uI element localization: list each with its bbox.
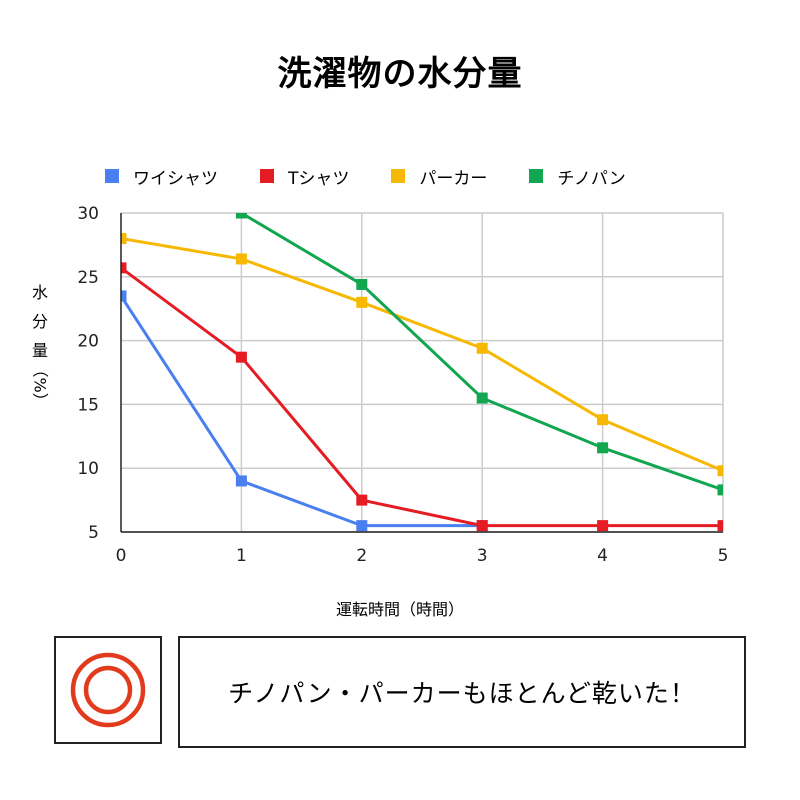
data-point xyxy=(476,392,488,404)
data-point xyxy=(235,475,247,487)
legend-label: パーカー xyxy=(419,168,488,189)
comment-box: チノパン・パーカーもほとんど乾いた！ xyxy=(178,636,746,748)
series-line-3 xyxy=(236,213,723,492)
data-point xyxy=(597,414,609,426)
legend-item-chinos: チノパン xyxy=(529,164,626,189)
data-point xyxy=(121,262,127,274)
series-line-1 xyxy=(121,266,723,528)
x-tick-label: 0 xyxy=(116,546,127,566)
y-tick-label: 20 xyxy=(77,332,99,352)
x-tick-label: 2 xyxy=(356,546,367,566)
legend-swatch xyxy=(260,169,274,183)
legend-item-tshirt: Tシャツ xyxy=(260,164,349,189)
legend-item-hoodie: パーカー xyxy=(391,164,487,189)
data-point xyxy=(235,351,247,363)
legend-label: チノパン xyxy=(557,168,626,189)
data-point xyxy=(717,484,723,496)
legend-swatch xyxy=(529,169,544,183)
y-tick-label: 10 xyxy=(77,459,99,479)
data-point xyxy=(116,169,127,180)
x-tick-label: 1 xyxy=(236,546,247,566)
legend-label: ワイシャツ xyxy=(133,168,218,189)
data-point xyxy=(597,520,609,532)
series-line-2 xyxy=(121,237,723,473)
comment-text: チノパン・パーカーもほとんど乾いた！ xyxy=(228,679,696,708)
data-point xyxy=(597,442,609,454)
y-tick-label: 5 xyxy=(88,523,99,543)
double-circle-icon xyxy=(70,652,146,728)
y-axis-label-char: 分 xyxy=(31,312,48,331)
x-axis-label: 運転時間（時間） xyxy=(335,600,464,619)
data-point xyxy=(717,520,723,532)
result-icon-box xyxy=(54,636,162,744)
data-point xyxy=(717,465,723,477)
y-tick-label: 25 xyxy=(77,268,99,288)
y-tick-label: 15 xyxy=(77,395,99,415)
y-axis-label-char: 量 xyxy=(31,341,48,360)
y-tick-label: 30 xyxy=(77,204,99,224)
data-point xyxy=(356,520,368,532)
data-point xyxy=(356,296,368,308)
data-point xyxy=(476,342,488,354)
data-point xyxy=(235,213,247,219)
x-tick-label: 3 xyxy=(477,546,488,566)
chart-title: 洗濯物の水分量 xyxy=(277,54,523,94)
legend-swatch xyxy=(105,169,119,183)
legend-item-wishirt: ワイシャツ xyxy=(105,164,218,189)
data-point xyxy=(235,253,247,265)
data-point xyxy=(121,233,127,245)
y-axis-label-char: 水 xyxy=(31,283,48,302)
data-point xyxy=(356,278,368,290)
data-point xyxy=(121,290,127,302)
x-tick-label: 4 xyxy=(597,546,608,566)
data-point xyxy=(356,494,368,506)
chart-legend: ワイシャツ Tシャツ パーカー チノパン xyxy=(105,164,668,189)
series-line-0 xyxy=(121,295,483,528)
x-tick-label: 5 xyxy=(718,546,729,566)
legend-swatch xyxy=(391,169,406,183)
legend-label: Tシャツ xyxy=(288,168,350,189)
y-axis-label: 水 分 量 （%） xyxy=(22,278,58,409)
data-point xyxy=(476,520,488,532)
